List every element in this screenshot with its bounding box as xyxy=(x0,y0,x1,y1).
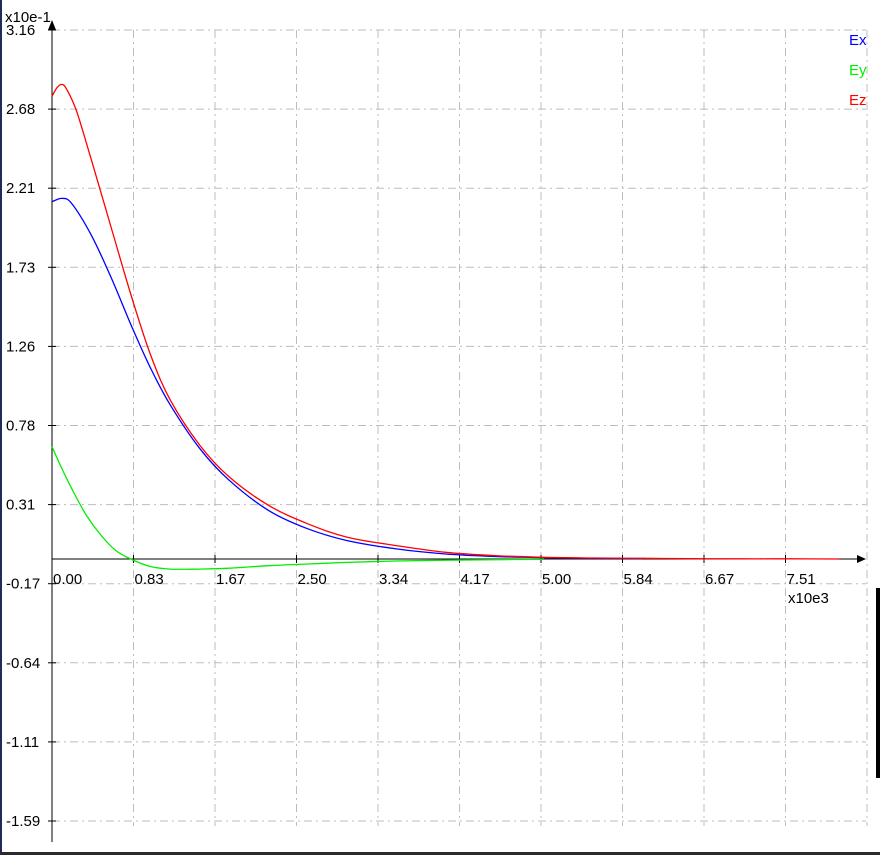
series-layer xyxy=(51,83,840,570)
x-tick-label: 5.84 xyxy=(624,571,653,588)
axes xyxy=(48,20,866,842)
y-tick-label: -0.64 xyxy=(6,655,40,672)
x-tick-label: 4.17 xyxy=(461,571,490,588)
y-tick-label: 2.68 xyxy=(6,101,35,118)
legend-item-ey: Ey xyxy=(849,62,867,79)
y-tick-label: 0.31 xyxy=(6,497,35,514)
x-axis-arrow xyxy=(857,555,866,563)
y-axis-arrow xyxy=(48,20,56,30)
y-tick-label: -1.11 xyxy=(6,734,39,751)
series-line-ex xyxy=(51,197,643,560)
x-tick-label: 1.67 xyxy=(216,571,245,588)
x-tick-label: 0.00 xyxy=(53,571,82,588)
grid-lines xyxy=(52,29,868,826)
series-line-ez xyxy=(51,83,840,560)
y-tick-label: 1.26 xyxy=(6,338,35,355)
x-tick-label: 2.50 xyxy=(298,571,327,588)
y-tick-label: -1.59 xyxy=(6,813,40,830)
y-tick-label: 3.16 xyxy=(6,22,35,39)
x-tick-label: 0.83 xyxy=(135,571,164,588)
y-tick-label: 0.78 xyxy=(6,418,35,435)
x-tick-label: 6.67 xyxy=(705,571,734,588)
y-tick-label: -0.17 xyxy=(6,576,40,593)
window-left-edge xyxy=(0,0,2,855)
window-right-edge xyxy=(876,588,880,778)
tick-labels: 3.16 2.68 2.21 1.73 1.26 0.78 0.31 -0.17 -0.64 -1… xyxy=(6,22,816,830)
legend-item-ex: Ex xyxy=(849,32,867,49)
series-line-ey xyxy=(51,446,545,570)
x-scale-label: x10e3 xyxy=(788,590,829,607)
window-bottom-edge xyxy=(0,852,880,855)
legend: Ex Ey Ez xyxy=(849,32,867,109)
x-tick-label: 5.00 xyxy=(542,571,571,588)
x-tick-label: 7.51 xyxy=(787,571,816,588)
y-scale-label: x10e-1 xyxy=(5,9,51,26)
y-tick-label: 1.73 xyxy=(6,259,35,276)
y-tick-label: 2.21 xyxy=(6,180,35,197)
x-tick-label: 3.34 xyxy=(379,571,408,588)
legend-item-ez: Ez xyxy=(849,92,867,109)
